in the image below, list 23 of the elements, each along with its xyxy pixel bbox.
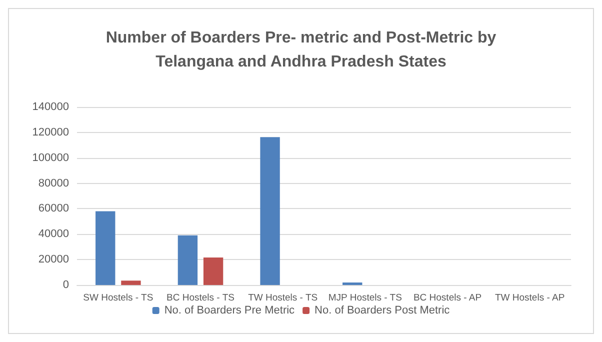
x-tick-label: TW Hostels - AP <box>494 292 565 304</box>
legend-label: No. of Boarders Post Metric <box>314 304 450 316</box>
bar <box>260 137 280 285</box>
bar <box>203 258 224 285</box>
y-tick-label: 60000 <box>38 202 69 215</box>
x-tick-label: MJP Hostels - TS <box>328 292 402 304</box>
y-tick-label: 40000 <box>38 228 69 240</box>
bar <box>121 280 141 285</box>
legend-label: No. of Boarders Pre Metric <box>164 304 296 316</box>
bar <box>178 235 198 285</box>
bar <box>96 211 116 285</box>
x-tick-label: BC Hostels - TS <box>166 292 234 304</box>
x-tick-label: BC Hostels - AP <box>413 292 482 304</box>
x-tick-label: SW Hostels - TS <box>83 292 154 304</box>
y-tick-label: 100000 <box>32 152 69 164</box>
y-tick-label: 0 <box>62 279 69 291</box>
y-tick-label: 140000 <box>32 101 69 113</box>
chart-title: Number of Boarders Pre- metric and Post-Metric by Telangana and Andhra Pradesh States <box>106 30 496 70</box>
bar <box>342 282 362 285</box>
y-tick-label: 80000 <box>38 177 69 190</box>
x-tick-label: TW Hostels - TS <box>248 292 318 304</box>
y-tick-label: 20000 <box>38 254 69 266</box>
y-tick-label: 120000 <box>32 126 69 138</box>
